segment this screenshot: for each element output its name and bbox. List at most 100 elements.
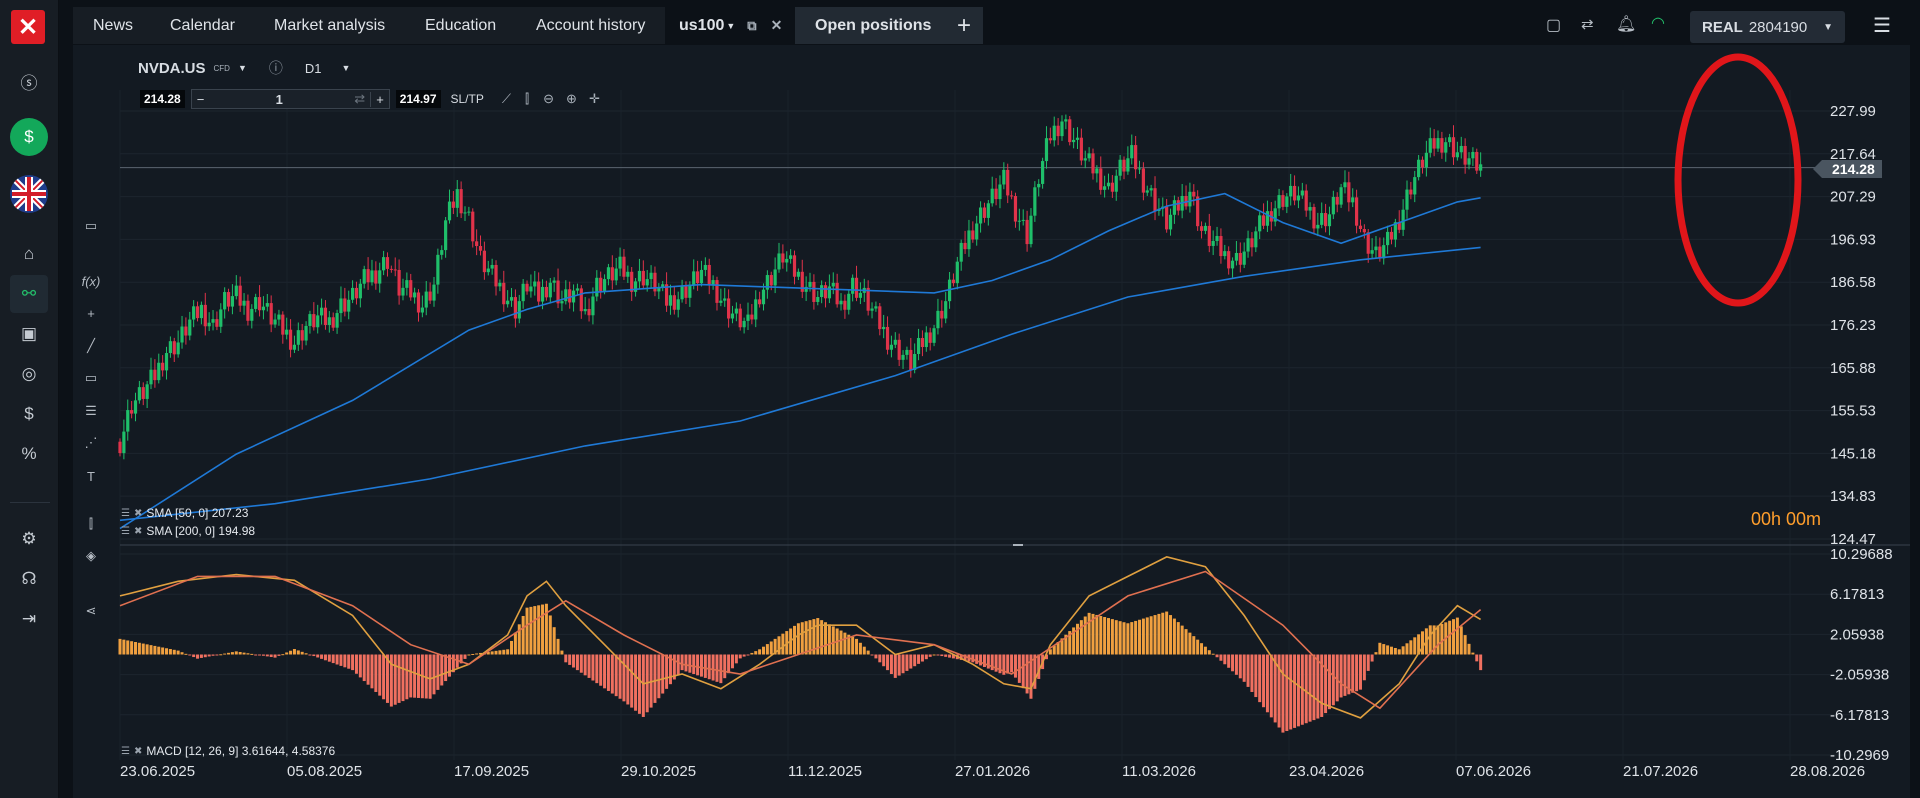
window-icon[interactable]: ▢ bbox=[1546, 17, 1562, 34]
macd-histogram-bar bbox=[1075, 623, 1079, 655]
indicators-icon[interactable]: ⫿ bbox=[88, 516, 94, 531]
swap-icon[interactable]: ⇄ bbox=[354, 91, 366, 106]
headset-icon[interactable]: ☊ bbox=[21, 569, 37, 588]
tab-account-history[interactable]: Account history bbox=[516, 7, 666, 44]
logout-icon[interactable]: ⇥ bbox=[21, 609, 37, 628]
tab-market-analysis[interactable]: Market analysis bbox=[254, 7, 406, 44]
candle-body bbox=[1389, 231, 1394, 240]
macd-histogram-bar bbox=[1293, 654, 1297, 728]
candle-body bbox=[188, 319, 192, 336]
sell-price[interactable]: 214.28 bbox=[140, 90, 185, 108]
macd-histogram-bar bbox=[1029, 654, 1033, 699]
crosshair-icon[interactable]: ✛ bbox=[588, 91, 600, 106]
tab-news[interactable]: News bbox=[73, 7, 154, 44]
remove-small-icon[interactable]: ✖ bbox=[133, 745, 143, 757]
candle-body bbox=[727, 298, 731, 319]
chevron-down-icon[interactable]: ▼ bbox=[237, 63, 247, 73]
candles-icon[interactable]: ⫿ bbox=[524, 91, 530, 106]
macd-histogram-bar bbox=[479, 652, 483, 655]
line-chart-icon[interactable]: ⟋ bbox=[501, 91, 511, 106]
chart-canvas[interactable]: 227.99 217.64 207.29 196.93 186.58 176.23 165.… bbox=[73, 45, 1910, 798]
macd-histogram-bar bbox=[1281, 654, 1285, 733]
exchange-icon[interactable]: ⇄ bbox=[1581, 16, 1594, 33]
chevron-down-icon[interactable]: ▼ bbox=[341, 63, 351, 73]
tab-education[interactable]: Education bbox=[405, 7, 517, 44]
settings-small-icon[interactable]: ☰ bbox=[121, 745, 130, 757]
layers-icon[interactable]: ◈ bbox=[86, 548, 96, 563]
candle-body bbox=[447, 201, 452, 221]
macd-histogram-bar bbox=[397, 654, 401, 703]
minus-icon[interactable]: − bbox=[196, 91, 205, 107]
macd-histogram-bar bbox=[281, 654, 285, 656]
uk-flag-icon[interactable] bbox=[10, 175, 48, 213]
home-icon[interactable]: ⌂ bbox=[23, 244, 35, 263]
macd-histogram-bar bbox=[351, 654, 355, 671]
macd-histogram-bar bbox=[405, 654, 409, 700]
crosshair-tool-icon[interactable]: + bbox=[87, 305, 95, 321]
macd-histogram-bar bbox=[758, 649, 762, 655]
money-icon[interactable]: $ bbox=[24, 404, 34, 423]
candle-body bbox=[401, 287, 405, 296]
macd-histogram-bar bbox=[1479, 654, 1483, 671]
piggy-bank-icon[interactable]: ◎ bbox=[21, 364, 37, 383]
candle-body bbox=[219, 309, 223, 327]
percent-icon[interactable]: % bbox=[21, 444, 37, 463]
menu-icon[interactable]: ☰ bbox=[1873, 15, 1891, 37]
macd-histogram-bar bbox=[184, 653, 188, 655]
settings-small-icon[interactable]: ☰ bbox=[121, 525, 130, 537]
add-tab-button[interactable]: + bbox=[945, 7, 983, 44]
remove-small-icon[interactable]: ✖ bbox=[133, 507, 143, 519]
screenshot-icon[interactable]: ▭ bbox=[84, 218, 98, 233]
macd-histogram-bar bbox=[727, 654, 731, 674]
volume-value[interactable]: 1 bbox=[275, 91, 283, 107]
remove-small-icon[interactable]: ✖ bbox=[133, 525, 143, 537]
macd-histogram-bar bbox=[990, 654, 994, 671]
tab-us100[interactable]: us100 ▼ ⧉ ✕ bbox=[669, 7, 783, 44]
zoom-in-icon[interactable]: ⊕ bbox=[566, 91, 577, 106]
settings-icon[interactable]: ⚙ bbox=[21, 529, 37, 548]
function-icon[interactable]: f(x) bbox=[81, 273, 101, 289]
chart-trading-icon[interactable]: ⚯ bbox=[10, 275, 48, 313]
buy-price[interactable]: 214.97 bbox=[395, 90, 441, 108]
macd-histogram-bar bbox=[1386, 645, 1390, 655]
xtb-logo-icon[interactable]: ✕ bbox=[11, 10, 45, 44]
text-tool-icon[interactable]: T bbox=[87, 468, 95, 484]
macd-histogram-bar bbox=[1025, 654, 1029, 694]
macd-histogram-bar bbox=[1083, 616, 1087, 655]
candle-body bbox=[583, 308, 587, 312]
candle-body bbox=[587, 308, 591, 316]
bell-icon[interactable]: 🔔︎ bbox=[1616, 16, 1637, 33]
candle-body bbox=[1029, 215, 1033, 245]
timeframe-select[interactable]: D1 bbox=[304, 60, 322, 76]
volume-input[interactable]: − 1 ⇄ + bbox=[190, 89, 390, 109]
candle-body bbox=[1312, 207, 1316, 229]
macd-histogram-bar bbox=[847, 634, 851, 655]
plus-icon[interactable]: + bbox=[370, 91, 389, 107]
candle-body bbox=[455, 189, 459, 208]
macd-histogram-bar bbox=[583, 654, 587, 676]
chevron-down-icon[interactable]: ▼ bbox=[726, 20, 736, 31]
sltp-button[interactable]: SL/TP bbox=[450, 92, 484, 106]
close-icon[interactable]: ✕ bbox=[770, 17, 783, 33]
tab-calendar[interactable]: Calendar bbox=[150, 7, 255, 44]
symbol-label[interactable]: NVDA.US bbox=[138, 59, 206, 77]
candle-body bbox=[1386, 231, 1390, 246]
account-selector[interactable]: REAL 2804190 ▼ bbox=[1690, 11, 1845, 43]
market-icon[interactable]: ▣ bbox=[20, 324, 38, 343]
candle-body bbox=[1479, 164, 1483, 171]
macd-histogram-bar bbox=[564, 654, 568, 663]
macd-histogram-bar bbox=[188, 654, 192, 656]
zoom-out-icon[interactable]: ⊖ bbox=[543, 91, 555, 106]
info-icon[interactable]: ⓘ bbox=[268, 60, 283, 76]
macd-histogram-bar bbox=[126, 640, 130, 655]
popout-icon[interactable]: ⧉ bbox=[747, 17, 757, 33]
share-icon[interactable]: ⋖ bbox=[85, 603, 97, 618]
settings-small-icon[interactable]: ☰ bbox=[121, 507, 130, 519]
deposit-icon[interactable]: $ bbox=[10, 118, 48, 156]
tab-open-positions[interactable]: Open positions bbox=[795, 7, 952, 44]
pitchfork-icon[interactable]: ⋰ bbox=[84, 435, 98, 450]
line-tool-icon[interactable]: ╱ bbox=[87, 338, 95, 353]
fibonacci-icon[interactable]: ☰ bbox=[85, 403, 97, 418]
rectangle-tool-icon[interactable]: ▭ bbox=[84, 370, 98, 385]
dollar-icon[interactable]: ⓢ bbox=[20, 73, 38, 93]
